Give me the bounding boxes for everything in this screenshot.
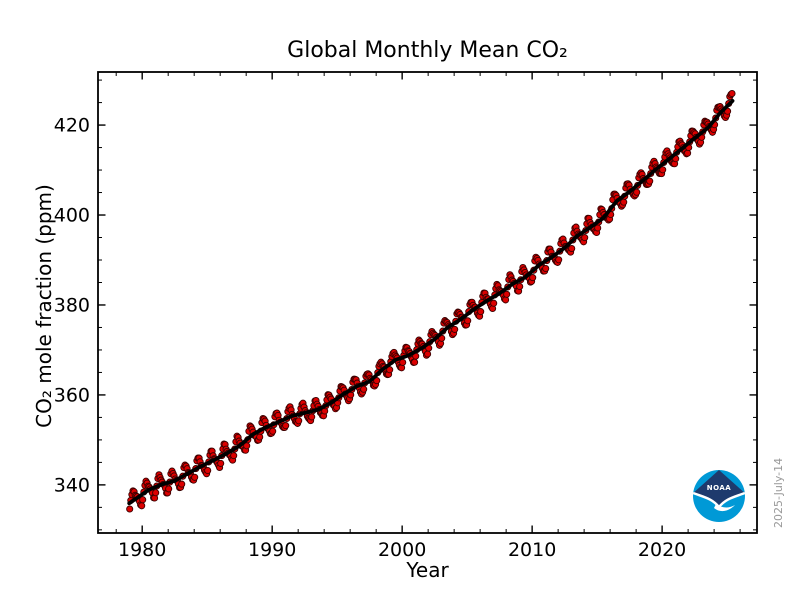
x-tick-label-1980: 1980 bbox=[118, 539, 166, 561]
monthly-mean-points bbox=[126, 89, 736, 513]
x-axis-label: Year bbox=[406, 558, 449, 582]
noaa-logo-kite bbox=[693, 470, 745, 507]
y-tick-label-380: 380 bbox=[54, 294, 90, 316]
noaa-logo-text: NOAA bbox=[707, 484, 732, 492]
x-tick-label-2020: 2020 bbox=[638, 539, 686, 561]
date-stamp: 2025-July-14 bbox=[772, 458, 785, 528]
x-tick-label-2010: 2010 bbox=[508, 539, 556, 561]
noaa-logo: NOAA bbox=[692, 470, 746, 522]
plot-frame bbox=[97, 71, 758, 534]
x-tick-label-1990: 1990 bbox=[248, 539, 296, 561]
y-tick-label-400: 400 bbox=[54, 205, 90, 227]
y-tick-label-420: 420 bbox=[54, 115, 90, 137]
trend-line bbox=[127, 99, 735, 506]
y-tick-label-340: 340 bbox=[54, 474, 90, 496]
x-tick-label-2000: 2000 bbox=[378, 539, 426, 561]
chart-title: Global Monthly Mean CO₂ bbox=[287, 38, 568, 63]
y-tick-label-360: 360 bbox=[54, 384, 90, 406]
y-axis-label: CO₂ mole fraction (ppm) bbox=[32, 184, 56, 428]
noaa-logo-gull-body bbox=[714, 504, 735, 512]
plot-area: 1980 1990 2000 2010 2020 340 360 380 400 420 bbox=[54, 71, 758, 561]
